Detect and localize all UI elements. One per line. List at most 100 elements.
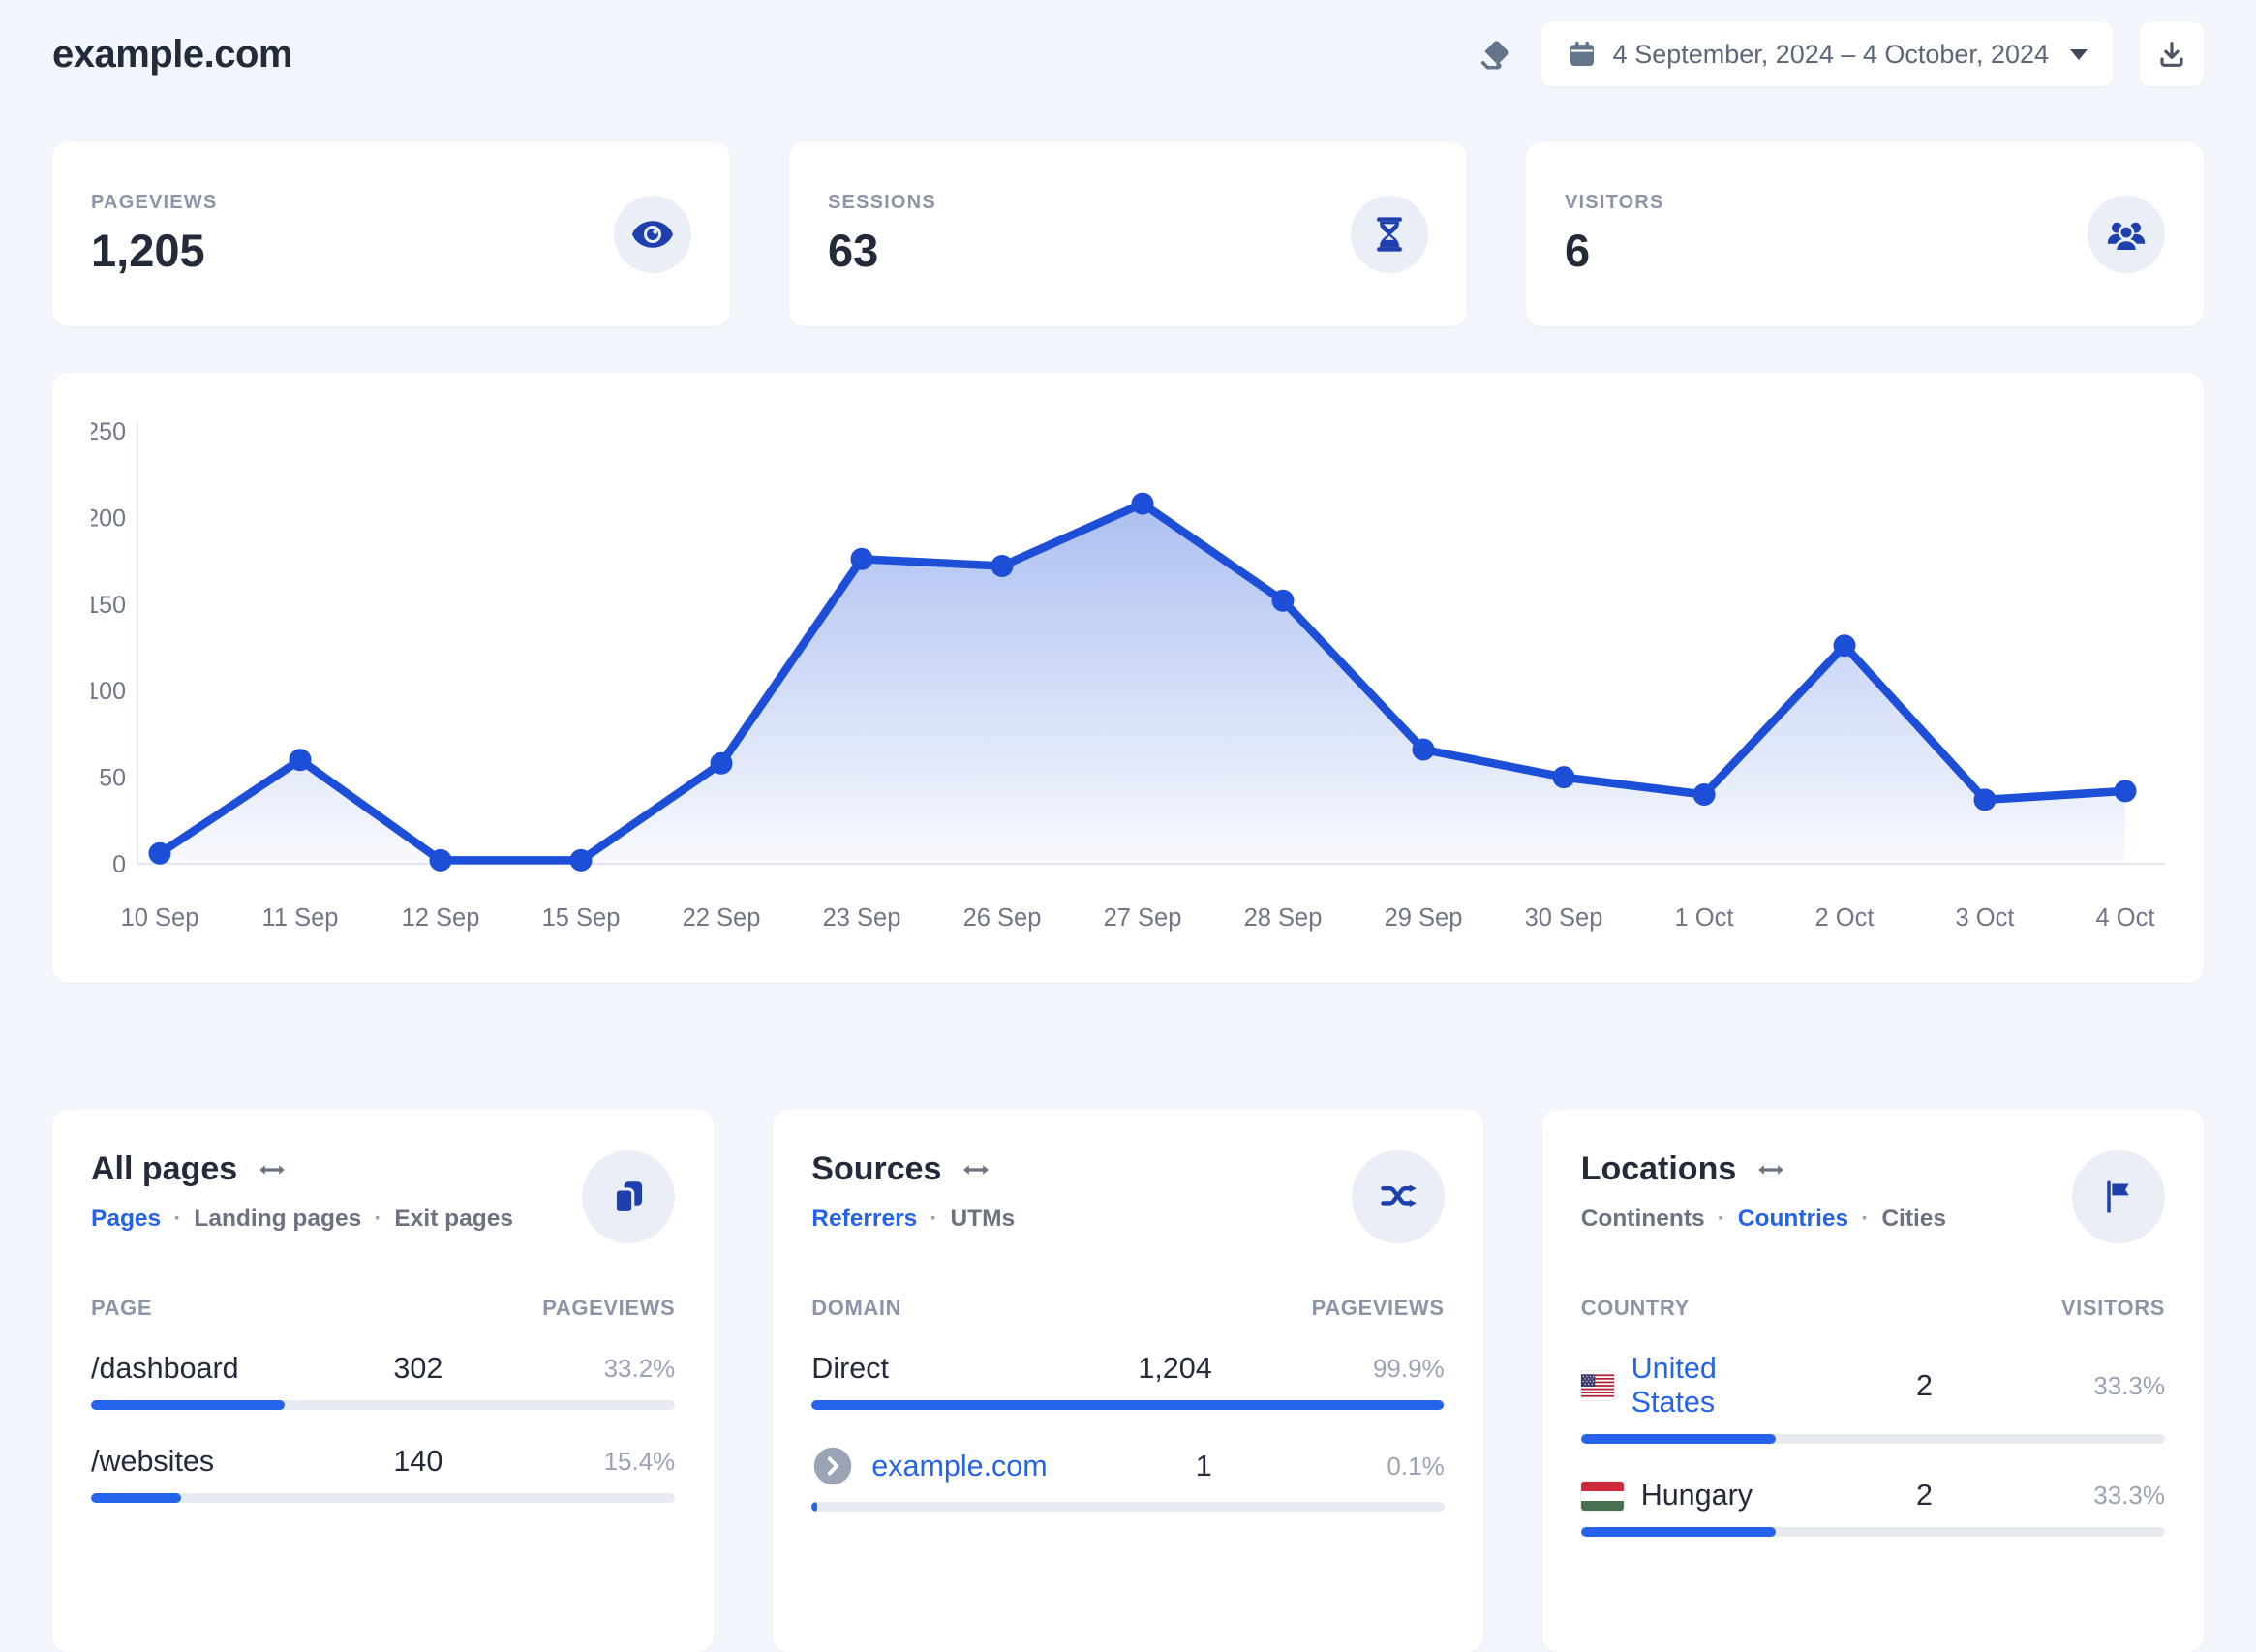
table-row: United States 2 33.3% [1580, 1352, 2165, 1444]
sources-col-name: DOMAIN [811, 1296, 902, 1320]
sessions-label: SESSIONS [828, 192, 936, 213]
svg-text:29 Sep: 29 Sep [1385, 904, 1463, 932]
traffic-chart-svg: 0 50 100 150 200 250 10 Sep 11 Sep 12 Sep 15 Sep 2… [91, 418, 2165, 932]
svg-text:0: 0 [112, 851, 126, 878]
page-path: /dashboard [91, 1352, 239, 1385]
download-button[interactable] [2140, 22, 2204, 86]
country-name: Hungary [1640, 1479, 1753, 1512]
stats-row: PAGEVIEWS 1,205 SESSIONS 63 [52, 142, 2204, 326]
all-pages-title: All pages [91, 1150, 238, 1187]
date-range-text: 4 September, 2024 – 4 October, 2024 [1612, 39, 2049, 69]
svg-text:12 Sep: 12 Sep [402, 904, 480, 932]
svg-text:250: 250 [91, 418, 126, 445]
country-visitors: 2 [1916, 1368, 1933, 1402]
sources-title: Sources [811, 1150, 942, 1187]
svg-text:3 Oct: 3 Oct [1956, 904, 2015, 932]
people-group-icon [2088, 196, 2165, 273]
tab-pages[interactable]: Pages [91, 1206, 162, 1232]
pageviews-value: 1,205 [91, 225, 205, 276]
svg-text:10 Sep: 10 Sep [121, 904, 199, 932]
caret-down-icon [2070, 48, 2088, 60]
pages-tabs: Pages · Landing pages · Exit pages [91, 1206, 513, 1232]
calendar-icon [1567, 39, 1598, 70]
svg-text:2 Oct: 2 Oct [1815, 904, 1875, 932]
country-link[interactable]: United States [1631, 1352, 1717, 1419]
visitors-value: 6 [1565, 225, 1591, 276]
svg-text:30 Sep: 30 Sep [1525, 904, 1603, 932]
svg-text:27 Sep: 27 Sep [1104, 904, 1182, 932]
progress-bar [1580, 1434, 1776, 1444]
svg-text:100: 100 [91, 678, 126, 705]
stat-card-pageviews: PAGEVIEWS 1,205 [52, 142, 730, 326]
chevron-circle-icon[interactable] [811, 1445, 854, 1487]
svg-text:1 Oct: 1 Oct [1675, 904, 1734, 932]
all-pages-card: All pages Pages · Landing pages · Exit p… [52, 1110, 715, 1652]
country-percent: 33.3% [2093, 1370, 2165, 1400]
tab-cities[interactable]: Cities [1881, 1206, 1947, 1232]
tab-countries[interactable]: Countries [1737, 1206, 1849, 1232]
hungary-flag-icon [1580, 1481, 1624, 1511]
svg-text:22 Sep: 22 Sep [683, 904, 761, 932]
progress-bar [811, 1502, 818, 1512]
locations-col-value: VISITORS [2060, 1296, 2165, 1320]
tab-utms[interactable]: UTMs [950, 1206, 1016, 1232]
table-row: example.com 1 0.1% [811, 1445, 1445, 1512]
tab-exit-pages[interactable]: Exit pages [394, 1206, 513, 1232]
svg-text:23 Sep: 23 Sep [823, 904, 901, 932]
table-row: /websites 140 15.4% [91, 1445, 676, 1503]
stat-card-sessions: SESSIONS 63 [789, 142, 1467, 326]
sessions-value: 63 [828, 225, 879, 276]
topbar-actions: 4 September, 2024 – 4 October, 2024 [1476, 22, 2204, 86]
left-right-arrow-icon[interactable] [1755, 1154, 1786, 1185]
stat-card-visitors: VISITORS 6 [1526, 142, 2204, 326]
locations-title: Locations [1580, 1150, 1737, 1187]
table-row: /dashboard 302 33.2% [91, 1352, 676, 1410]
svg-text:15 Sep: 15 Sep [542, 904, 621, 932]
sources-col-value: PAGEVIEWS [1311, 1296, 1445, 1320]
visitors-label: VISITORS [1565, 192, 1664, 213]
progress-bar [91, 1400, 286, 1410]
topbar: example.com 4 September [52, 19, 2204, 89]
sources-tabs: Referrers · UTMs [811, 1206, 1016, 1232]
progress-bar [811, 1400, 1445, 1410]
eye-icon [614, 196, 691, 273]
flag-icon [2107, 1180, 2129, 1213]
download-icon [2160, 42, 2183, 67]
copy-pages-button[interactable] [582, 1150, 676, 1243]
source-domain: Direct [811, 1352, 889, 1385]
progress-bar [1580, 1527, 1776, 1537]
locations-col-name: COUNTRY [1580, 1296, 1690, 1320]
eraser-icon[interactable] [1476, 35, 1514, 74]
svg-text:200: 200 [91, 505, 126, 532]
left-right-arrow-icon[interactable] [960, 1154, 991, 1185]
source-pageviews: 1 [1195, 1449, 1212, 1483]
svg-text:4 Oct: 4 Oct [2096, 904, 2155, 932]
pageviews-label: PAGEVIEWS [91, 192, 218, 213]
svg-text:26 Sep: 26 Sep [963, 904, 1042, 932]
source-percent: 0.1% [1387, 1451, 1445, 1481]
left-right-arrow-icon[interactable] [257, 1154, 288, 1185]
locations-tabs: Continents · Countries · Cities [1580, 1206, 1947, 1232]
progress-bar [91, 1493, 181, 1503]
tab-continents[interactable]: Continents [1580, 1206, 1705, 1232]
page-percent: 33.2% [603, 1354, 676, 1383]
analytics-dashboard: example.com 4 September [52, 19, 2204, 1652]
page-path: /websites [91, 1445, 215, 1478]
flag-locations-button[interactable] [2072, 1150, 2165, 1243]
page-pageviews: 140 [393, 1445, 443, 1478]
tab-landing-pages[interactable]: Landing pages [194, 1206, 362, 1232]
svg-text:28 Sep: 28 Sep [1244, 904, 1323, 932]
shuffle-sources-button[interactable] [1351, 1150, 1445, 1243]
shuffle-icon [1380, 1184, 1417, 1208]
source-pageviews: 1,204 [1138, 1352, 1212, 1385]
tab-referrers[interactable]: Referrers [811, 1206, 918, 1232]
us-flag-icon [1580, 1374, 1614, 1397]
country-visitors: 2 [1916, 1479, 1933, 1512]
table-row: Hungary 2 33.3% [1580, 1479, 2165, 1537]
page-pageviews: 302 [393, 1352, 443, 1385]
source-domain-link[interactable]: example.com [871, 1449, 1048, 1483]
pages-col-name: PAGE [91, 1296, 153, 1320]
svg-text:50: 50 [99, 765, 126, 792]
date-range-picker[interactable]: 4 September, 2024 – 4 October, 2024 [1540, 22, 2113, 86]
table-row: Direct 1,204 99.9% [811, 1352, 1445, 1410]
